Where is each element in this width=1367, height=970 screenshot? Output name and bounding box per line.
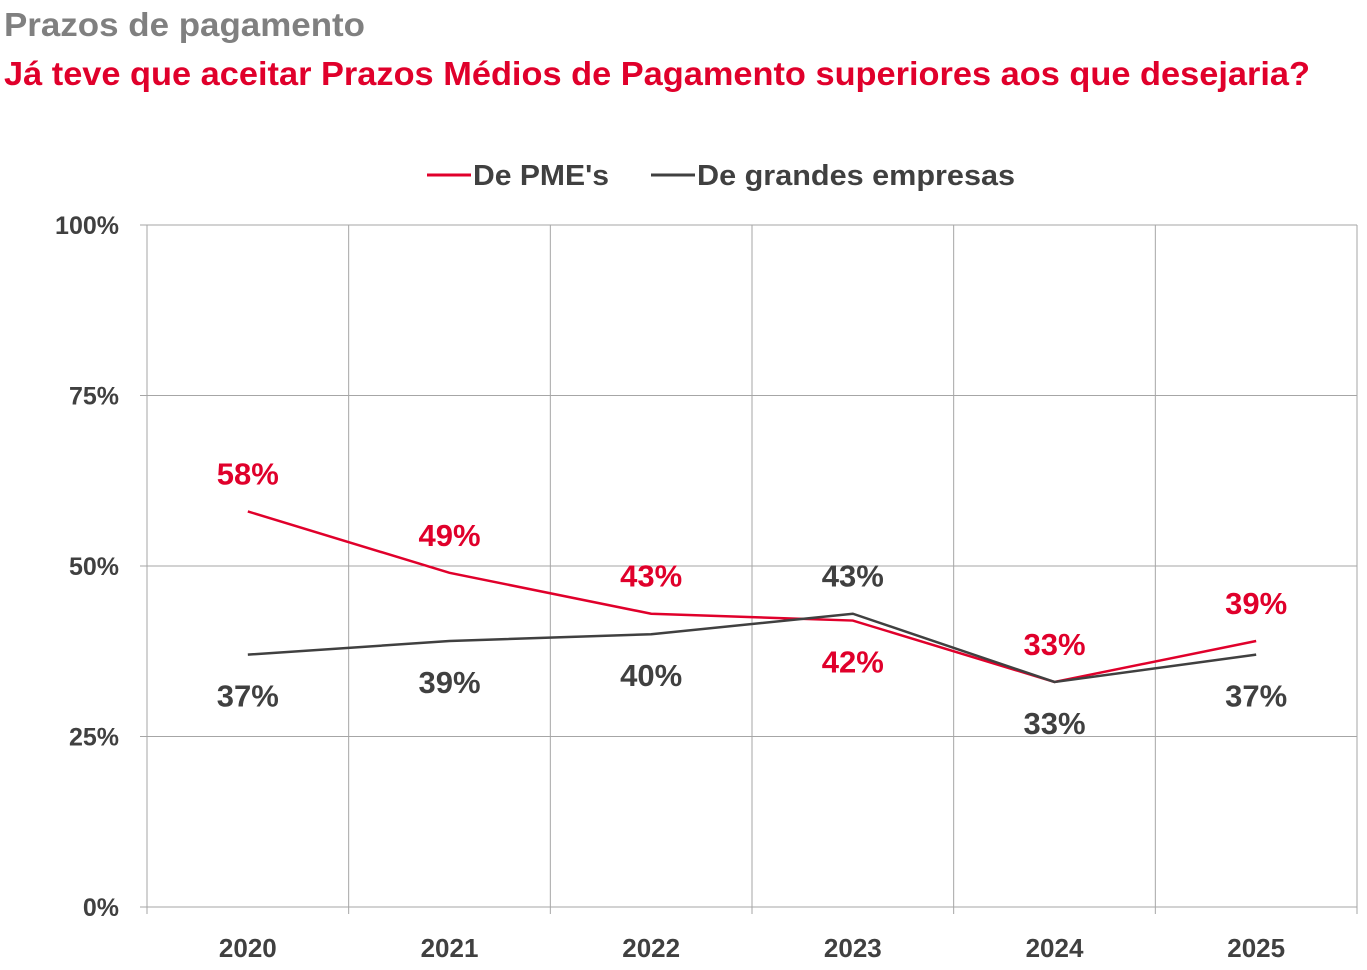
data-label: 37% (1225, 679, 1287, 714)
legend-label: De PME's (473, 160, 609, 192)
data-label: 43% (822, 559, 884, 594)
series-group: 58% 49% 43% 42% 33% 39% 37% 39% 40% 43% 33% 37% (217, 456, 1287, 741)
data-label: 43% (620, 559, 682, 594)
y-tick-label: 50% (69, 553, 119, 581)
series-line-pme (247, 510, 1257, 684)
grid (146, 224, 1358, 914)
data-label: 40% (620, 658, 682, 693)
x-tick-label: 2025 (1227, 933, 1285, 963)
y-tick-label: 100% (55, 212, 119, 240)
legend: De PME's De grandes empresas (427, 160, 1015, 192)
chart-title: Prazos de pagamento (4, 6, 365, 43)
data-label: 42% (822, 645, 884, 680)
y-tick-label: 25% (69, 724, 119, 752)
y-tick-label: 0% (83, 894, 119, 922)
data-label: 39% (418, 665, 480, 700)
data-label: 37% (217, 679, 279, 714)
axes: 0% 25% 50% 75% 100% 2020 2021 2022 2023 2024 2025 (55, 212, 1285, 963)
x-tick-label: 2022 (622, 933, 680, 963)
legend-label: De grandes empresas (697, 160, 1015, 192)
data-label: 33% (1023, 627, 1085, 662)
chart-subtitle: Já teve que aceitar Prazos Médios de Pag… (4, 55, 1310, 92)
y-tick-label: 75% (69, 383, 119, 411)
x-tick-label: 2020 (219, 933, 277, 963)
x-tick-label: 2021 (421, 933, 479, 963)
x-tick-label: 2024 (1026, 933, 1084, 963)
data-label: 58% (217, 456, 279, 491)
data-label: 49% (418, 518, 480, 553)
data-label: 33% (1023, 706, 1085, 741)
series-line-grandes (247, 612, 1257, 684)
x-tick-label: 2023 (824, 933, 882, 963)
data-label: 39% (1225, 586, 1287, 621)
